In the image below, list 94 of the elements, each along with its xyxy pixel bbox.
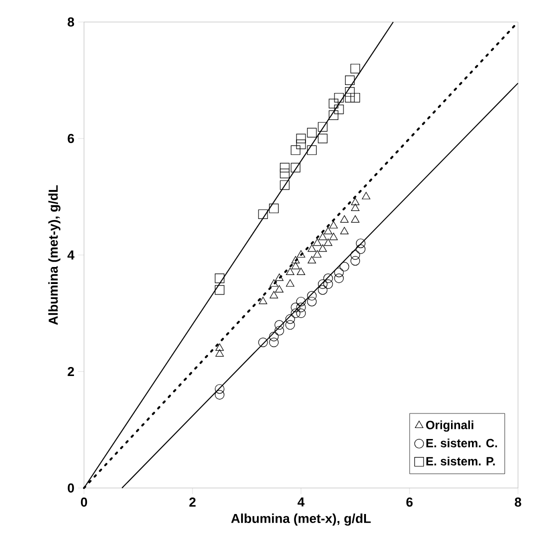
point — [270, 290, 278, 298]
point — [258, 296, 268, 304]
point — [350, 92, 360, 103]
point — [280, 162, 290, 172]
y-tick-label: 0 — [68, 483, 74, 493]
point — [308, 244, 316, 252]
point — [324, 226, 332, 234]
point — [296, 250, 306, 258]
point — [296, 140, 306, 150]
point — [269, 332, 279, 342]
point — [340, 226, 349, 234]
point — [290, 162, 300, 172]
point — [340, 262, 350, 272]
point — [280, 180, 290, 190]
point — [214, 390, 224, 400]
y-tick-label: 4 — [67, 250, 74, 260]
point — [318, 244, 327, 252]
point — [324, 238, 332, 246]
point — [215, 343, 224, 351]
x-tick-label: 2 — [189, 498, 196, 507]
point — [274, 326, 284, 336]
y-tick-label: 8 — [68, 17, 74, 27]
point — [280, 168, 290, 178]
point — [362, 192, 370, 200]
point — [258, 338, 268, 348]
point — [318, 122, 328, 132]
point — [329, 221, 338, 228]
point — [350, 256, 360, 266]
point — [275, 274, 284, 281]
point — [270, 279, 278, 287]
point — [296, 296, 306, 306]
point — [356, 238, 366, 248]
point — [318, 134, 328, 144]
point — [296, 134, 306, 144]
point — [285, 320, 295, 330]
point — [350, 64, 360, 74]
point — [351, 198, 360, 206]
point — [307, 296, 317, 306]
point — [308, 256, 316, 264]
point — [334, 268, 344, 278]
point — [329, 232, 338, 240]
point — [286, 279, 294, 287]
point — [328, 110, 338, 120]
point — [290, 308, 300, 318]
point — [290, 145, 300, 155]
point — [351, 215, 360, 223]
legend-label: Originali — [426, 420, 474, 432]
point — [340, 215, 349, 223]
point — [345, 87, 355, 97]
point — [350, 250, 360, 260]
x-tick-label: 4 — [298, 498, 305, 506]
x-axis-title: Albumina (met-x), g/dL — [231, 514, 371, 526]
point — [345, 75, 355, 86]
point — [334, 274, 344, 284]
point — [307, 128, 317, 138]
point — [323, 274, 333, 284]
y-tick-label: 6 — [68, 134, 74, 144]
legend-label: E. sistem. P. — [426, 456, 495, 466]
point — [269, 204, 279, 214]
point — [334, 92, 344, 103]
point — [356, 244, 366, 254]
point — [269, 338, 279, 348]
point — [296, 268, 306, 276]
point — [291, 256, 300, 264]
legend-label: E. sistem. C. — [426, 438, 497, 448]
point — [318, 279, 328, 289]
point — [258, 209, 268, 220]
point — [318, 232, 327, 240]
point — [286, 268, 294, 276]
point — [296, 308, 306, 318]
point — [323, 279, 333, 289]
point — [313, 250, 322, 258]
point — [307, 290, 317, 301]
point — [313, 238, 322, 246]
x-tick-label: 8 — [514, 498, 522, 507]
y-tick-label: 2 — [68, 366, 74, 376]
point — [328, 98, 338, 108]
point — [214, 274, 224, 284]
point — [291, 262, 300, 270]
point — [290, 302, 300, 312]
x-tick-label: 6 — [406, 498, 413, 507]
point — [215, 349, 224, 357]
point — [334, 104, 344, 114]
x-tick-label: 0 — [80, 498, 88, 507]
y-axis-title: Albumina (met-y), g/dL — [48, 185, 60, 325]
point — [318, 285, 328, 295]
point — [214, 384, 224, 394]
point — [285, 314, 295, 324]
point — [214, 285, 224, 295]
point — [351, 204, 360, 211]
point — [275, 285, 284, 292]
point — [307, 145, 317, 155]
point — [296, 302, 306, 312]
point — [274, 320, 284, 330]
